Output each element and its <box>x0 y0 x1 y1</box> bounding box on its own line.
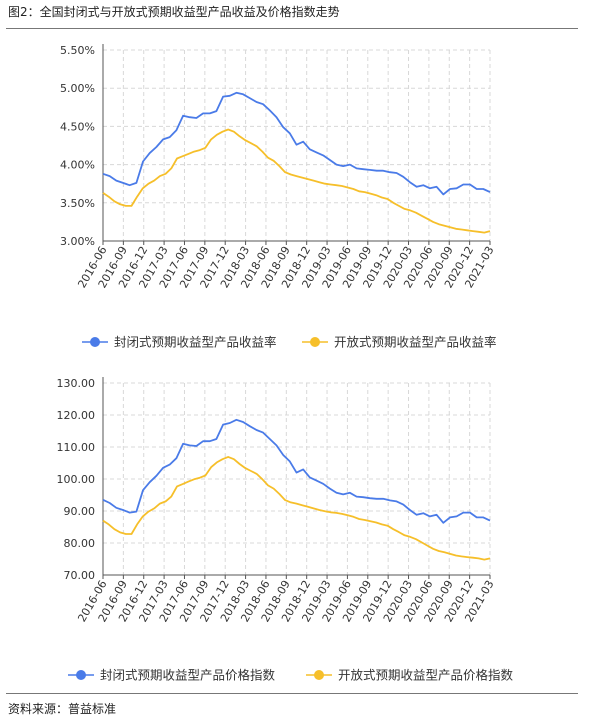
figure-frame <box>6 28 578 694</box>
figure-title: 图2：全国封闭式与开放式预期收益型产品收益及价格指数走势 <box>8 5 340 19</box>
y-tick-label: 110.00 <box>57 441 96 454</box>
y-tick-label: 70.00 <box>64 569 96 582</box>
legend-marker-open <box>314 670 324 680</box>
y-tick-label: 3.50% <box>60 197 95 210</box>
y-tick-label: 3.00% <box>60 235 95 248</box>
y-tick-label: 100.00 <box>57 473 96 486</box>
source-note: 资料来源：普益标准 <box>8 702 117 716</box>
y-tick-label: 5.50% <box>60 44 95 57</box>
series-line-open <box>102 456 491 561</box>
legend-marker-closed <box>90 337 100 347</box>
legend-marker-closed <box>76 670 86 680</box>
yield-rate-chart: 3.00%3.50%4.00%4.50%5.00%5.50%2016-06201… <box>60 44 497 350</box>
y-tick-label: 4.00% <box>60 159 95 172</box>
series-line-closed <box>102 418 491 524</box>
price-index-chart: 70.0080.0090.00100.00110.00120.00130.002… <box>57 377 514 683</box>
legend-label-open: 开放式预期收益型产品收益率 <box>334 335 497 350</box>
y-tick-label: 120.00 <box>57 409 96 422</box>
y-tick-label: 90.00 <box>64 505 96 518</box>
y-tick-label: 4.50% <box>60 120 95 133</box>
y-tick-label: 5.00% <box>60 82 95 95</box>
series-line-closed <box>102 91 491 196</box>
series-line-open <box>102 128 491 234</box>
legend-marker-open <box>310 337 320 347</box>
y-tick-label: 80.00 <box>64 537 96 550</box>
legend-label-open: 开放式预期收益型产品价格指数 <box>338 668 514 683</box>
legend-label-closed: 封闭式预期收益型产品价格指数 <box>100 668 276 683</box>
y-tick-label: 130.00 <box>57 377 96 390</box>
legend-label-closed: 封闭式预期收益型产品收益率 <box>114 335 277 350</box>
